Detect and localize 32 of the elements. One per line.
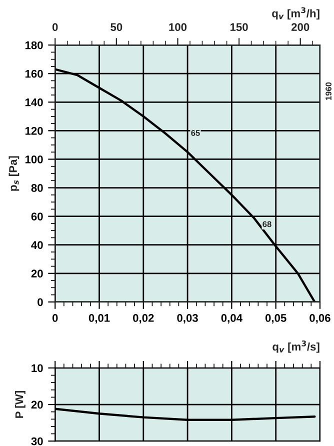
y-tick-label: 80 [31,184,43,192]
x-tick-label: 0,02 [133,314,154,324]
x-tick-label: 0,01 [88,314,110,324]
y-tick-label: 0 [38,298,43,306]
x-tick-label: 0,03 [177,314,198,324]
x2-axis-title: q$_{v}$ [m$^{3}$/h] [272,7,320,20]
y-axis-title: P [W] [15,391,26,418]
y-tick-label: 160 [25,70,43,78]
y-tick-label: 10 [32,364,43,372]
x-tick-label: 0 [52,314,58,322]
x2-tick-label: 100 [169,23,187,32]
x2-tick-label: 50 [110,23,122,32]
x-tick-label: 0,06 [310,314,330,324]
annotation: 65 [191,130,200,136]
y-tick-label: 40 [31,241,43,249]
x2-tick-label: 0 [52,23,58,32]
y-tick-label: 20 [31,400,43,409]
y-tick-label: 140 [25,98,43,106]
y-tick-label: 120 [25,126,43,135]
x-tick-label: 0,04 [221,314,242,324]
y-tick-label: 30 [31,437,43,446]
y-axis-title: p$_{s}$ [Pa] [8,156,20,191]
text: 1960 [326,82,332,100]
annotation: 68 [262,221,272,228]
y-tick-label: 180 [25,41,43,50]
y-tick-label: 60 [31,212,43,220]
x2-tick-label: 150 [230,23,248,32]
x2-tick-label: 200 [291,23,310,32]
x-tick-label: 0,05 [265,314,286,324]
y-tick-label: 20 [31,270,43,278]
x-axis-title: q$_{v}$ [m$^{3}$/s] [272,340,320,353]
y-tick-label: 100 [25,155,43,164]
